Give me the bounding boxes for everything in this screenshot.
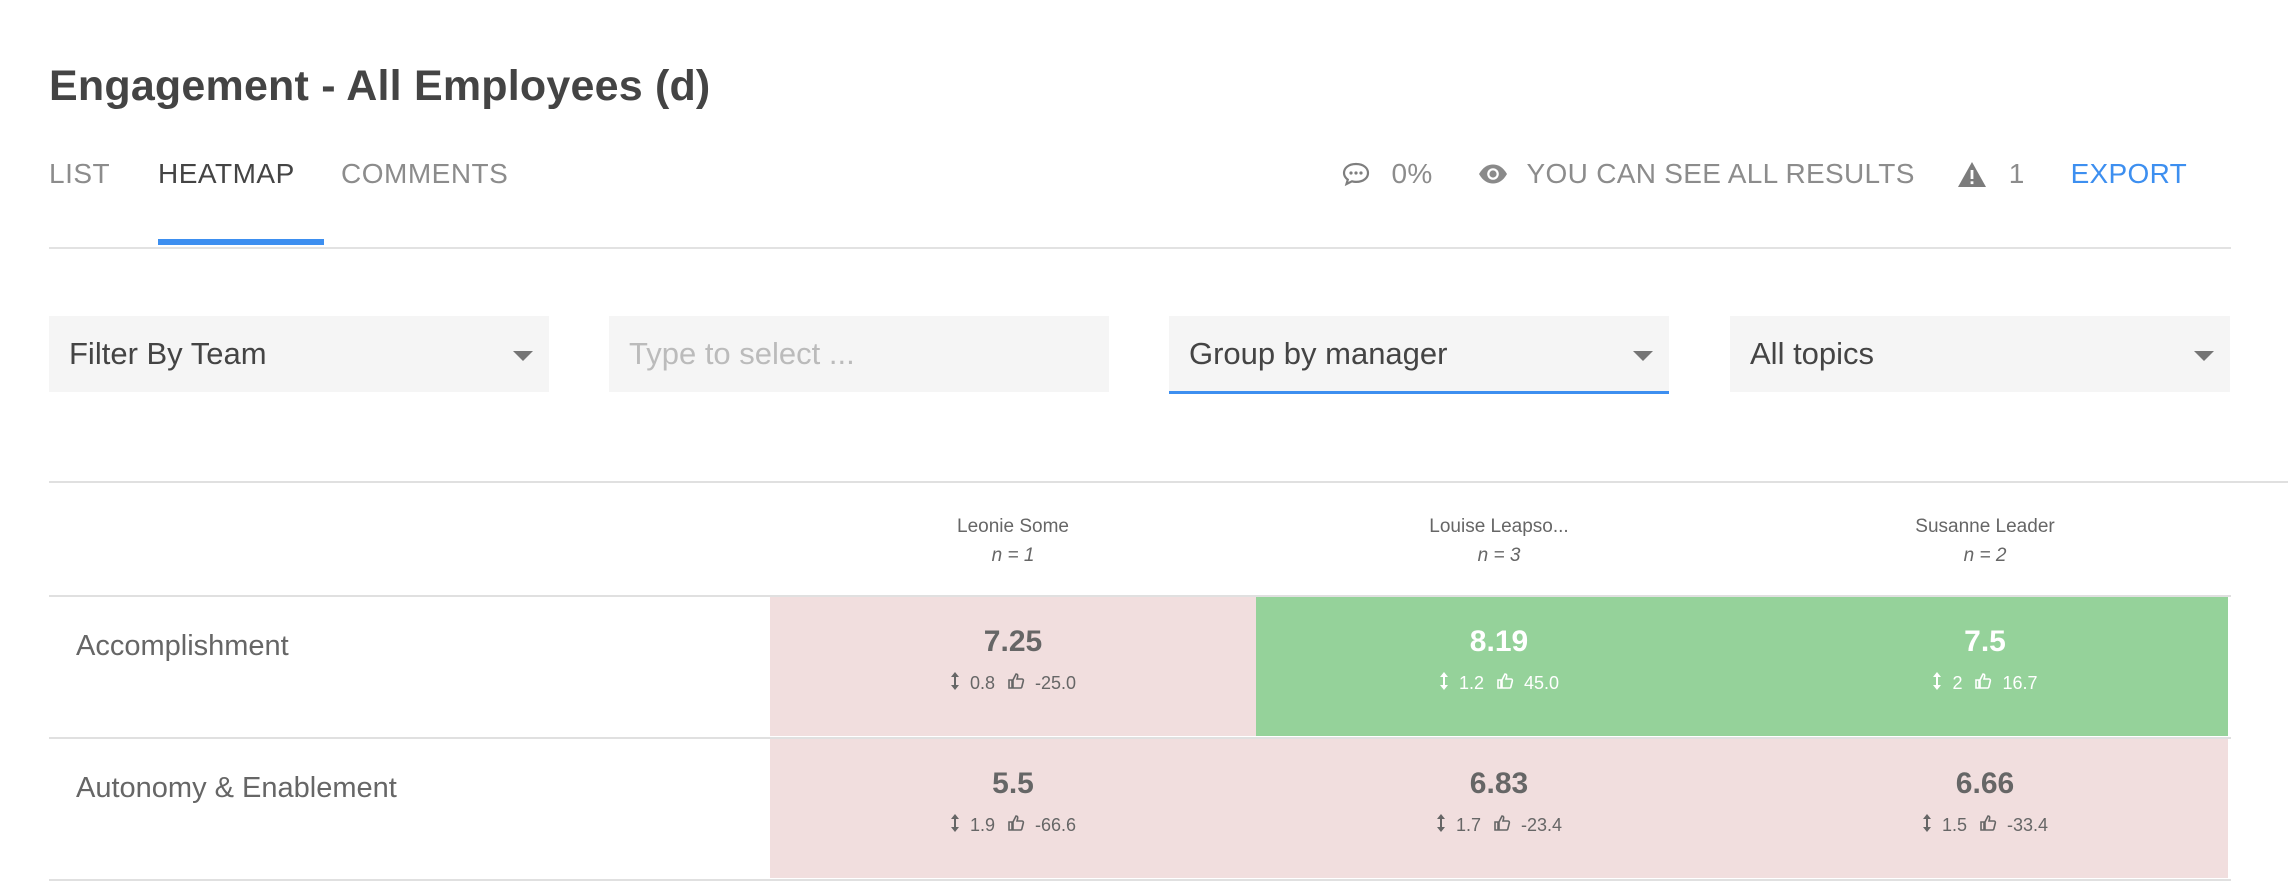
spread-value: 1.2	[1458, 673, 1484, 693]
speech-bubble-icon	[1341, 161, 1371, 187]
group-by-value: Group by manager	[1189, 335, 1448, 371]
team-filter-value: Filter By Team	[69, 336, 267, 371]
thumbs-up-icon	[1007, 814, 1025, 837]
filter-bar: Filter By Team Group by manager All topi…	[49, 316, 2231, 394]
divider	[49, 879, 2231, 881]
warning-triangle-icon	[1957, 161, 1987, 188]
column-count: n = 2	[1963, 545, 2007, 566]
topics-select[interactable]: All topics	[1730, 316, 2230, 392]
eye-icon	[1477, 163, 1509, 185]
spread-value: 1.9	[969, 815, 995, 835]
tab-heatmap[interactable]: HEATMAP	[158, 158, 295, 189]
warning-count: 1	[2008, 158, 2025, 189]
visibility-text: YOU CAN SEE ALL RESULTS	[1526, 158, 1915, 189]
heatmap-cell[interactable]: 6.83 1.7 -23.4	[1256, 739, 1742, 878]
chevron-down-icon	[1633, 351, 1653, 361]
spread-value: 2	[1952, 673, 1963, 693]
page-title: Engagement - All Employees (d)	[49, 62, 711, 110]
thumbs-up-icon	[1979, 814, 1997, 837]
difference-value: -66.6	[1035, 815, 1077, 835]
active-tab-indicator	[158, 239, 324, 245]
difference-value: -25.0	[1035, 673, 1077, 693]
team-search-input[interactable]	[629, 336, 1089, 372]
spread-icon	[1436, 813, 1446, 838]
column-header[interactable]: Susanne Leader n = 2	[1742, 512, 2228, 570]
warnings[interactable]: 1	[1957, 158, 2025, 190]
tab-bar: LIST HEATMAP COMMENTS 0%	[49, 148, 2231, 249]
spread-value: 1.5	[1941, 815, 1967, 835]
group-by-select[interactable]: Group by manager	[1169, 316, 1669, 394]
spread-value: 0.8	[969, 673, 995, 693]
cell-score: 7.5	[1964, 625, 2006, 658]
comments-percentage: 0%	[1391, 158, 1433, 189]
cell-score: 6.66	[1955, 767, 2015, 800]
tab-comments[interactable]: COMMENTS	[341, 158, 509, 189]
heatmap-cell[interactable]: 6.66 1.5 -33.4	[1742, 739, 2228, 878]
heatmap-cell[interactable]: 7.25 0.8 -25.0	[770, 597, 1256, 736]
column-count: n = 3	[1477, 545, 1521, 566]
topics-value: All topics	[1750, 336, 1875, 371]
spread-icon	[1922, 813, 1932, 838]
difference-value: 45.0	[1523, 673, 1560, 693]
column-name: Leonie Some	[957, 516, 1069, 537]
tab-list[interactable]: LIST	[49, 158, 111, 189]
cell-meta: 1.9 -66.6	[770, 813, 1256, 838]
thumbs-up-icon	[1974, 672, 1992, 695]
spread-icon	[950, 671, 960, 696]
heatmap-cell[interactable]: 8.19 1.2 45.0	[1256, 597, 1742, 736]
heatmap-cell[interactable]: 7.5 2 16.7	[1742, 597, 2228, 736]
comments-rate[interactable]: 0%	[1341, 158, 1432, 190]
thumbs-up-icon	[1493, 814, 1511, 837]
difference-value: -33.4	[2007, 815, 2049, 835]
difference-value: -23.4	[1521, 815, 1563, 835]
thumbs-up-icon	[1496, 672, 1514, 695]
visibility-info[interactable]: YOU CAN SEE ALL RESULTS	[1477, 158, 1915, 190]
team-filter-select[interactable]: Filter By Team	[49, 316, 549, 392]
cell-meta: 1.7 -23.4	[1256, 813, 1742, 838]
heatmap-cell[interactable]: 5.5 1.9 -66.6	[770, 739, 1256, 878]
cell-meta: 1.2 45.0	[1256, 671, 1742, 696]
spread-value: 1.7	[1455, 815, 1481, 835]
thumbs-up-icon	[1007, 672, 1025, 695]
cell-score: 8.19	[1469, 625, 1529, 658]
cell-meta: 2 16.7	[1742, 671, 2228, 696]
column-count: n = 1	[991, 545, 1035, 566]
chevron-down-icon	[513, 351, 533, 361]
cell-meta: 1.5 -33.4	[1742, 813, 2228, 838]
column-header[interactable]: Leonie Some n = 1	[770, 512, 1256, 570]
divider	[49, 481, 2288, 483]
cell-score: 5.5	[992, 767, 1034, 800]
column-header[interactable]: Louise Leapso... n = 3	[1256, 512, 1742, 570]
cell-meta: 0.8 -25.0	[770, 671, 1256, 696]
column-name: Susanne Leader	[1915, 516, 2055, 537]
cell-score: 6.83	[1469, 767, 1529, 800]
divider	[49, 595, 2231, 597]
row-label: Autonomy & Enablement	[76, 772, 397, 804]
spread-icon	[950, 813, 960, 838]
column-name: Louise Leapso...	[1429, 516, 1569, 537]
toolbar: 0% YOU CAN SEE ALL RESULTS	[1341, 158, 2187, 190]
cell-score: 7.25	[983, 625, 1043, 658]
team-search-field[interactable]	[609, 316, 1109, 392]
export-button[interactable]: EXPORT	[2070, 158, 2187, 189]
difference-value: 16.7	[2002, 673, 2038, 693]
divider	[49, 737, 2231, 739]
chevron-down-icon	[2194, 351, 2214, 361]
spread-icon	[1439, 671, 1449, 696]
row-label: Accomplishment	[76, 630, 289, 662]
spread-icon	[1932, 671, 1942, 696]
